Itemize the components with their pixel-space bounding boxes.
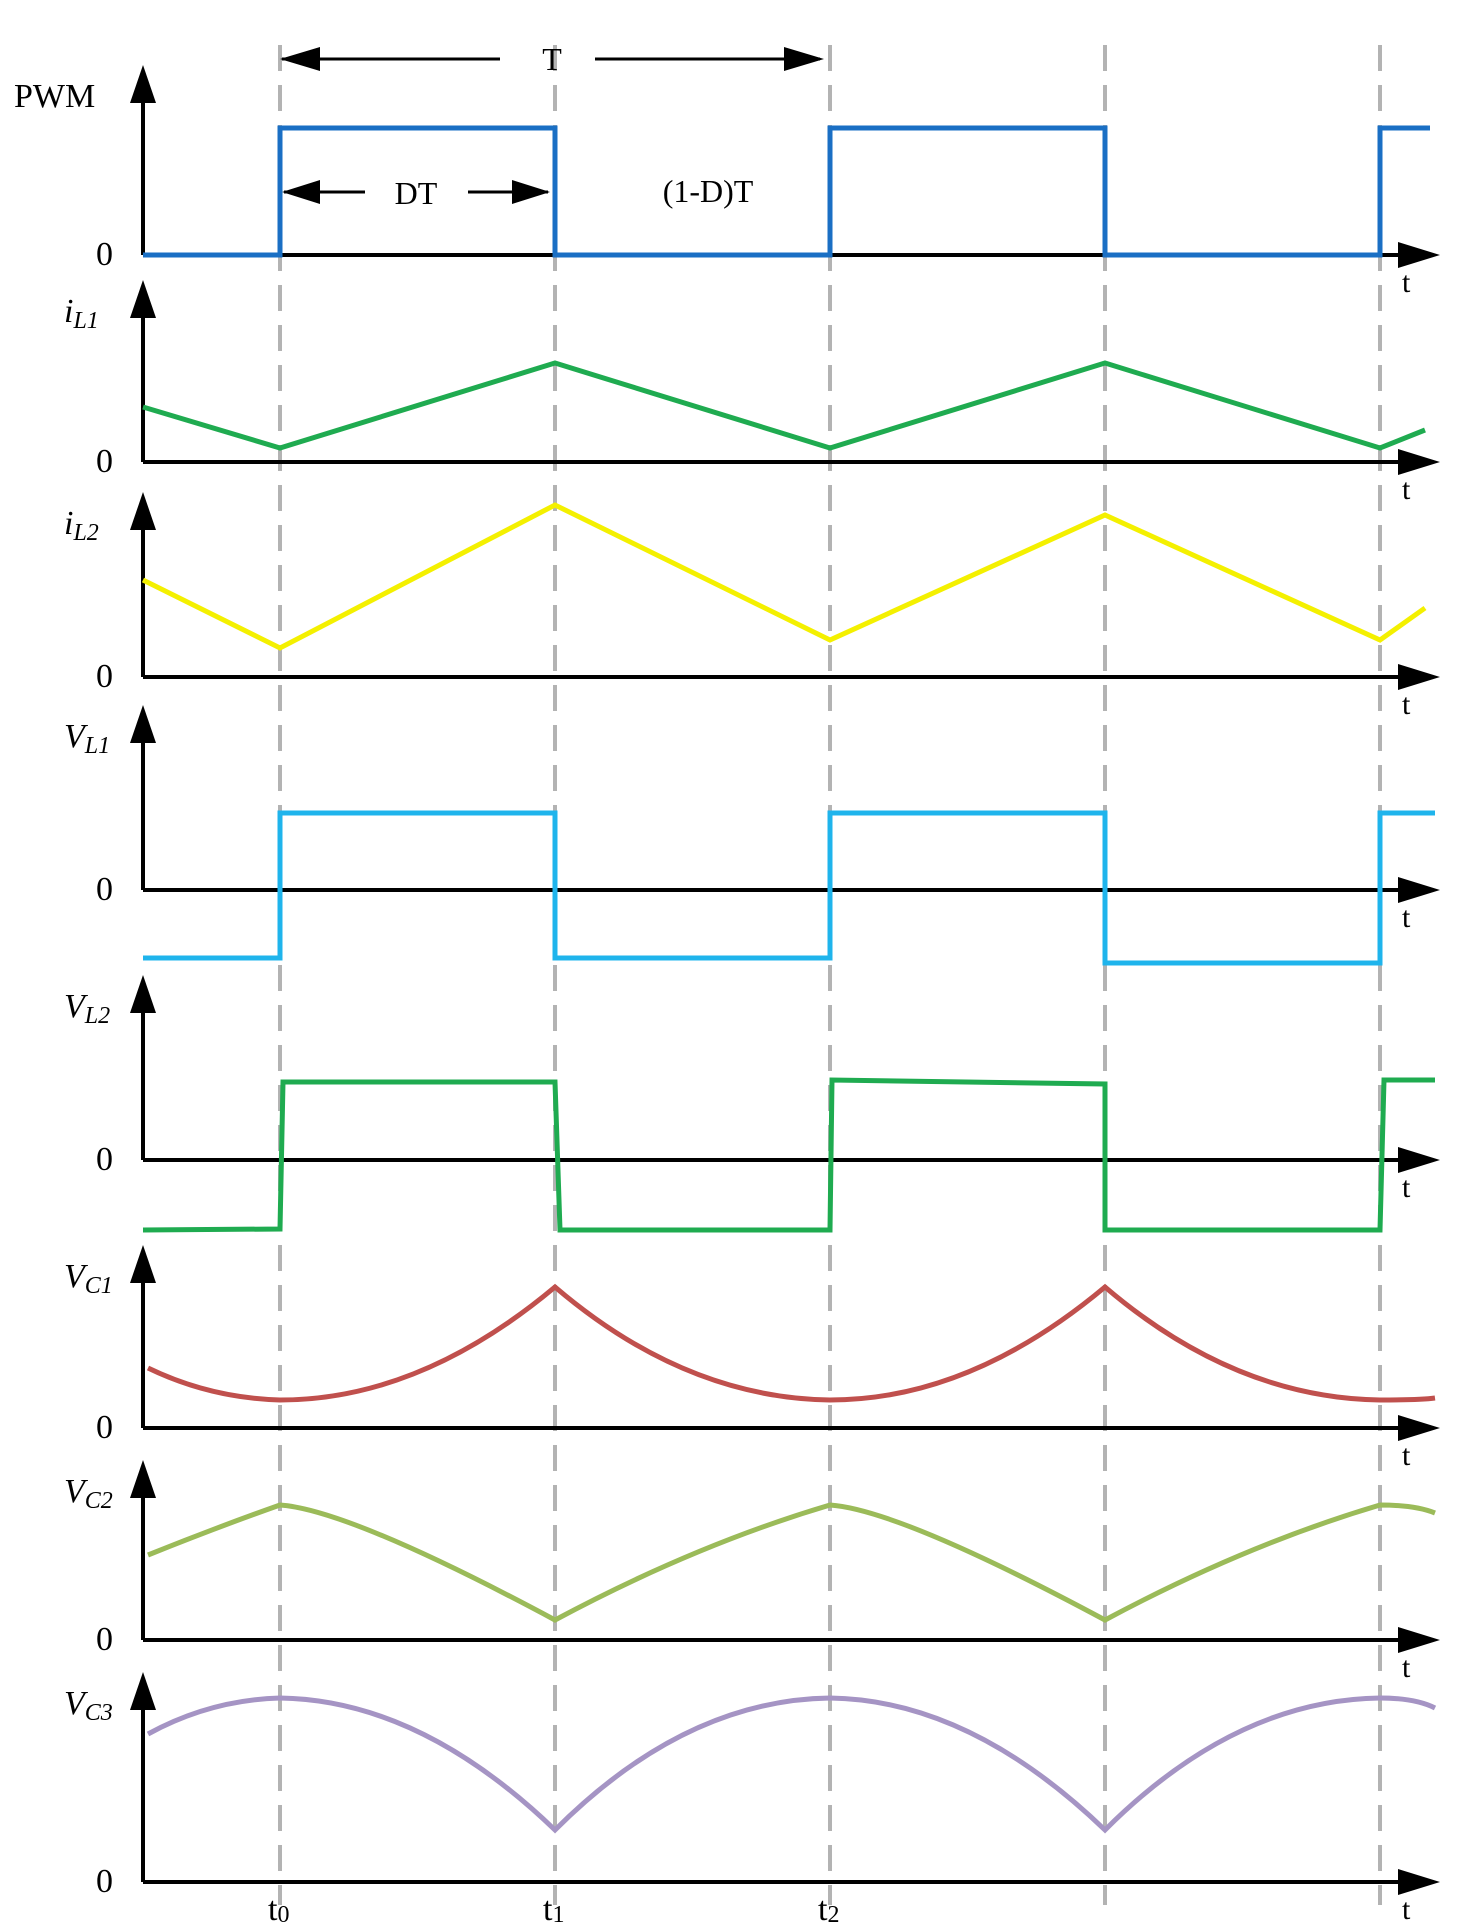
waveform-trace (142, 1077, 1435, 1233)
y-axis-arrowhead (130, 705, 156, 743)
on-time-arrowhead-right (512, 180, 550, 204)
period-annotation: T (280, 41, 824, 77)
time-axis-label: t (1402, 901, 1411, 934)
time-tick-sub: 0 (277, 1902, 289, 1924)
x-axis-arrowhead (1398, 449, 1440, 475)
time-tick-label: t0 (268, 1891, 289, 1924)
time-tick-main: t (818, 1891, 828, 1924)
y-axis-arrowhead (130, 1460, 156, 1498)
time-axis-label: t (1402, 688, 1411, 721)
waveform-label: VC3 (64, 1685, 113, 1726)
time-tick-main: t (268, 1891, 278, 1924)
y-axis-arrowhead (130, 1245, 156, 1283)
waveform-label: VC2 (64, 1473, 113, 1514)
on-time-annotation: DT (282, 175, 550, 211)
waveform-label: iL2 (64, 505, 99, 546)
zero-label: 0 (96, 1863, 113, 1900)
waveform-label-sub: C1 (85, 1273, 113, 1299)
waveform-panel: VL2 0 t (64, 975, 1440, 1233)
time-axis-label: t (1402, 1171, 1411, 1204)
zero-label: 0 (96, 1141, 113, 1178)
waveform-label-sub: L1 (84, 733, 110, 759)
off-time-label: (1-D)T (663, 173, 754, 209)
waveform-label-sub: L2 (72, 520, 98, 546)
waveform-label: VL1 (64, 718, 110, 759)
x-axis-arrowhead (1398, 1415, 1440, 1441)
zero-label: 0 (96, 1409, 113, 1446)
time-tick-label: t1 (543, 1891, 564, 1924)
waveform-trace (143, 810, 1435, 966)
period-label: T (542, 41, 562, 77)
waveform-trace (146, 1283, 1436, 1403)
time-axis-label: t (1402, 1439, 1411, 1472)
on-time-arrowhead-left (282, 180, 320, 204)
x-axis-arrowhead (1398, 1627, 1440, 1653)
waveform-trace (143, 125, 1430, 258)
y-axis-arrowhead (130, 1672, 156, 1710)
time-tick-labels: t0 t1 t2 (268, 1891, 839, 1924)
waveform-label-sub: L1 (72, 308, 98, 334)
waveform-label: PWM (14, 78, 95, 115)
time-marker-lines (278, 45, 1382, 1905)
time-axis-label: t (1402, 266, 1411, 299)
zero-label: 0 (96, 1621, 113, 1658)
zero-label: 0 (96, 658, 113, 695)
time-axis-label: t (1402, 473, 1411, 506)
waveform-panel: VC1 0 t (64, 1245, 1440, 1472)
waveform-trace (146, 1695, 1437, 1834)
waveform-label-sub: C3 (85, 1700, 113, 1726)
waveform-label: VC1 (64, 1258, 113, 1299)
time-tick-sub: 2 (827, 1902, 839, 1924)
waveform-label-sub: C2 (85, 1488, 113, 1514)
zero-label: 0 (96, 443, 113, 480)
zero-label: 0 (96, 236, 113, 273)
time-tick-sub: 1 (552, 1902, 564, 1924)
period-arrowhead-left (280, 47, 320, 71)
waveform-trace (142, 360, 1426, 451)
x-axis-arrowhead (1398, 1869, 1440, 1895)
waveform-panel: iL2 0 t (64, 492, 1440, 721)
waveform-label-sub: L2 (84, 1003, 110, 1029)
y-axis-arrowhead (130, 975, 156, 1013)
x-axis-arrowhead (1398, 664, 1440, 690)
y-axis-arrowhead (130, 280, 156, 318)
waveform-label: VL2 (64, 988, 110, 1029)
waveform-label-main: i (64, 505, 73, 542)
y-axis-arrowhead (130, 492, 156, 530)
period-arrowhead-right (784, 47, 824, 71)
time-tick-label: t2 (818, 1891, 839, 1924)
x-axis-arrowhead (1398, 242, 1440, 268)
waveform-panel: iL1 0 t (64, 280, 1440, 506)
waveform-label-main: i (64, 293, 73, 330)
x-axis-arrowhead (1398, 877, 1440, 903)
zero-label: 0 (96, 871, 113, 908)
time-tick-main: t (543, 1891, 553, 1924)
y-axis-arrowhead (130, 65, 156, 103)
waveform-trace (141, 502, 1427, 651)
x-axis-arrowhead (1398, 1147, 1440, 1173)
waveform-panel: PWM 0 t (14, 65, 1440, 299)
waveform-panel: VC2 0 t (64, 1460, 1440, 1684)
waveform-panel: VL1 0 t (64, 705, 1440, 966)
waveform-label: iL1 (64, 293, 99, 334)
waveform-trace (147, 1502, 1436, 1623)
time-axis-label: t (1402, 1893, 1411, 1924)
time-axis-label: t (1402, 1651, 1411, 1684)
on-time-label: DT (395, 175, 438, 211)
